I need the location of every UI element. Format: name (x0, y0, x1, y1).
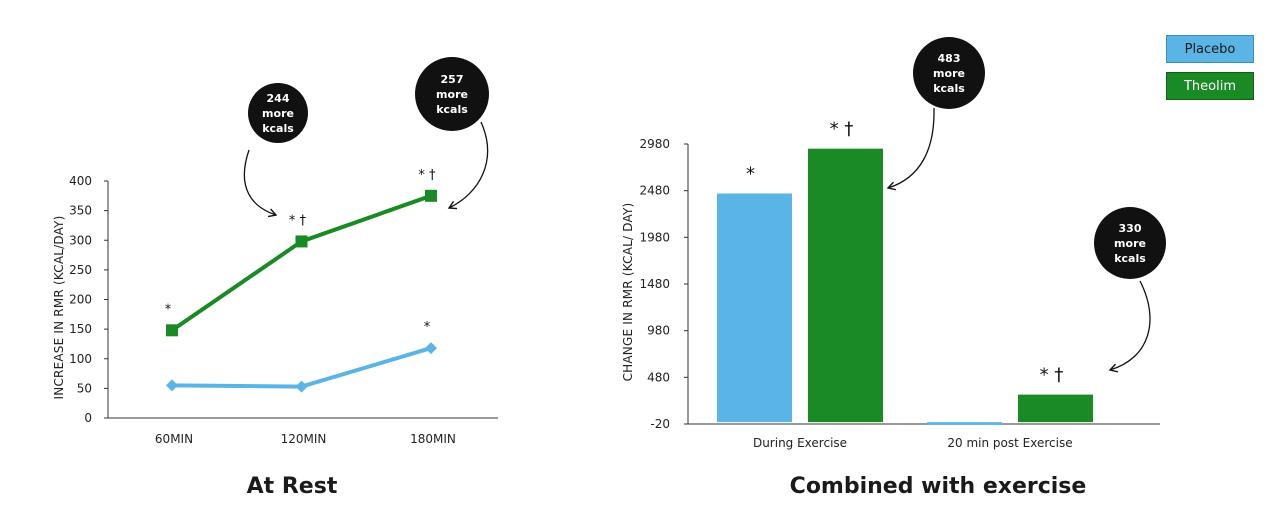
chart1-significance-label: * (165, 302, 172, 317)
chart1-point-theolim (295, 235, 308, 248)
chart2-annotation-bubble-1-line-2: kcals (933, 82, 965, 95)
chart1-annotation-bubble-1-line-2: kcals (262, 122, 294, 135)
chart1-annotation-arrow-1 (243, 149, 278, 218)
chart2-annotation-bubble-2-line-1: more (1114, 237, 1146, 250)
chart1-y-tick-label: 200 (69, 293, 92, 307)
chart2-y-tick-label: 2480 (639, 184, 670, 198)
chart2-annotation-bubble-1-line-0: 483 (938, 52, 961, 65)
chart1-point-theolim (166, 324, 178, 337)
chart2-annotation-bubble-2-circle (1094, 207, 1166, 279)
chart2-annotation-arrow-1 (886, 107, 935, 191)
chart2-annotation-bubble-1-line-1: more (933, 67, 965, 80)
chart1-significance-label: * (424, 320, 431, 335)
chart2-bar-placebo (927, 422, 1002, 425)
chart1-annotation-bubble-1-line-0: 244 (267, 92, 290, 105)
chart1-x-tick-label: 180MIN (410, 432, 456, 446)
chart1-y-tick-label: 250 (69, 263, 92, 277)
chart1-point-theolim (425, 189, 437, 202)
chart1-point-placebo (425, 342, 437, 355)
chart1-x-tick-label: 120MIN (281, 432, 327, 446)
chart2-title: Combined with exercise (790, 474, 1087, 499)
chart1-y-tick-label: 300 (69, 233, 92, 247)
chart2-x-tick-label: 20 min post Exercise (947, 436, 1072, 450)
chart2-significance-label: * † (830, 119, 854, 140)
chart1-annotation-bubble-1: 244 more kcals (248, 83, 308, 143)
chart2-annotation-arrow-2 (1108, 280, 1151, 373)
chart2-y-tick-label: -20 (650, 417, 670, 431)
chart2-annotation-bubble-2-line-0: 330 (1119, 222, 1142, 235)
chart1-annotation-bubble-2-line-1: more (436, 88, 468, 101)
chart1-annotation-bubble-2-circle (415, 57, 489, 131)
chart2-annotation-bubble-1: 483 more kcals (913, 37, 985, 109)
chart1-title: At Rest (247, 474, 338, 499)
chart1-significance-label: * † (418, 168, 436, 183)
chart1-annotation-bubble-2-line-2: kcals (436, 103, 468, 116)
chart2-annotation-bubble-2-line-2: kcals (1114, 252, 1146, 265)
chart2-annotation-bubble-2: 330 more kcals (1094, 207, 1166, 279)
chart2-annotation-bubble-1-circle (913, 37, 985, 109)
chart2-y-tick-label: 1480 (639, 277, 670, 291)
chart1-annotation-bubble-2-line-0: 257 (441, 73, 464, 86)
chart1-y-tick-label: 50 (77, 381, 92, 395)
chart2-y-axis-title: CHANGE IN RMR (KCAL/ DAY) (621, 203, 635, 382)
chart2-y-tick-label: 1980 (639, 230, 670, 244)
chart1-annotation-bubble-1-circle (248, 83, 308, 143)
chart1-annotation-bubble-2: 257 more kcals (415, 57, 489, 131)
chart1-point-placebo (166, 379, 178, 392)
chart2-significance-label: * (746, 163, 755, 184)
chart2-y-tick-label: 2980 (639, 137, 670, 151)
legend-item-theolim: Theolim (1166, 72, 1254, 100)
chart1-point-placebo (295, 380, 308, 393)
chart1-y-tick-label: 400 (69, 174, 92, 188)
chart2-significance-label: * † (1040, 365, 1064, 386)
legend: Placebo Theolim (1166, 35, 1254, 100)
chart1-annotation-arrow-2 (447, 121, 489, 210)
chart1-y-tick-label: 0 (84, 411, 92, 425)
chart1-y-tick-label: 150 (69, 322, 92, 336)
chart1-y-axis-title: INCREASE IN RMR (KCAL/DAY) (52, 216, 66, 400)
chart1-significance-label: * † (289, 213, 307, 228)
legend-label-theolim: Theolim (1183, 78, 1237, 94)
chart2-x-tick-label: During Exercise (753, 436, 847, 450)
legend-item-placebo: Placebo (1166, 35, 1254, 63)
chart1-y-tick-label: 100 (69, 352, 92, 366)
chart1-y-tick-label: 350 (69, 204, 92, 218)
chart2-bar-placebo (717, 193, 792, 423)
chart2-bar-theolim (808, 148, 883, 423)
chart2-y-tick-label: 480 (647, 370, 670, 384)
chart2-bar-theolim (1018, 394, 1093, 423)
legend-label-placebo: Placebo (1184, 41, 1236, 57)
chart1-annotation-bubble-1-line-1: more (262, 107, 294, 120)
chart2-y-tick-label: 980 (647, 324, 670, 338)
chart1-x-tick-label: 60MIN (155, 432, 193, 446)
